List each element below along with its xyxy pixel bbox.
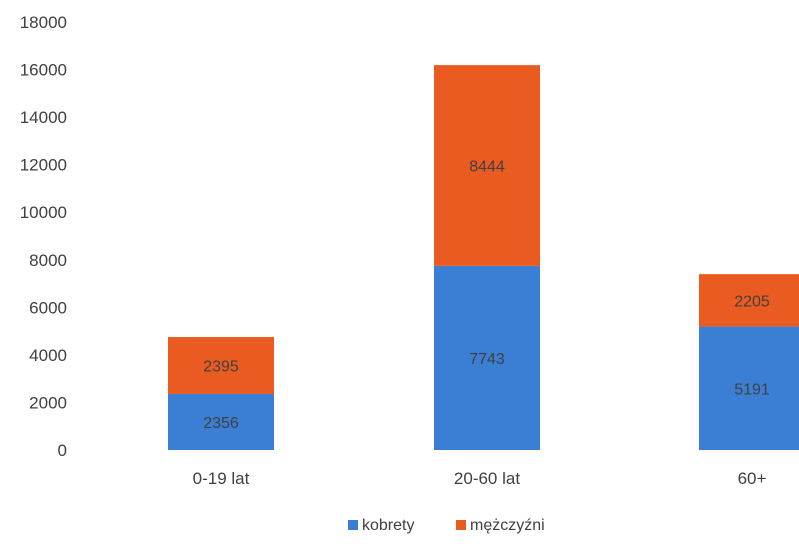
y-tick-label: 16000 xyxy=(20,61,67,80)
bar-mezczyzni-1 xyxy=(434,65,540,266)
y-tick-label: 4000 xyxy=(29,346,67,365)
legend-swatch-1 xyxy=(456,520,466,530)
data-label: 2205 xyxy=(734,293,770,310)
x-category-label: 0-19 lat xyxy=(193,469,250,488)
data-label: 8444 xyxy=(469,158,505,175)
y-tick-label: 6000 xyxy=(29,298,67,317)
bar-mezczyzni-0 xyxy=(168,337,274,394)
x-category-label: 60+ xyxy=(738,469,767,488)
data-label: 2356 xyxy=(203,415,239,432)
y-tick-label: 8000 xyxy=(29,251,67,270)
y-tick-label: 12000 xyxy=(20,156,67,175)
bar-kobrety-1 xyxy=(434,265,540,450)
y-tick-label: 0 xyxy=(58,441,67,460)
data-label: 2395 xyxy=(203,359,239,376)
legend-swatch-0 xyxy=(348,520,358,530)
y-tick-label: 14000 xyxy=(20,108,67,127)
legend-label: mężczyźni xyxy=(470,517,545,534)
bar-kobrety-2 xyxy=(699,326,799,450)
bar-kobrety-0 xyxy=(168,393,274,450)
bar-mezczyzni-2 xyxy=(699,274,799,327)
data-label: 7743 xyxy=(469,351,505,368)
data-label: 5191 xyxy=(734,381,770,398)
y-tick-label: 18000 xyxy=(20,13,67,32)
y-tick-label: 10000 xyxy=(20,203,67,222)
y-tick-label: 2000 xyxy=(29,393,67,412)
legend-label: kobrety xyxy=(362,517,414,534)
x-category-label: 20-60 lat xyxy=(454,469,520,488)
